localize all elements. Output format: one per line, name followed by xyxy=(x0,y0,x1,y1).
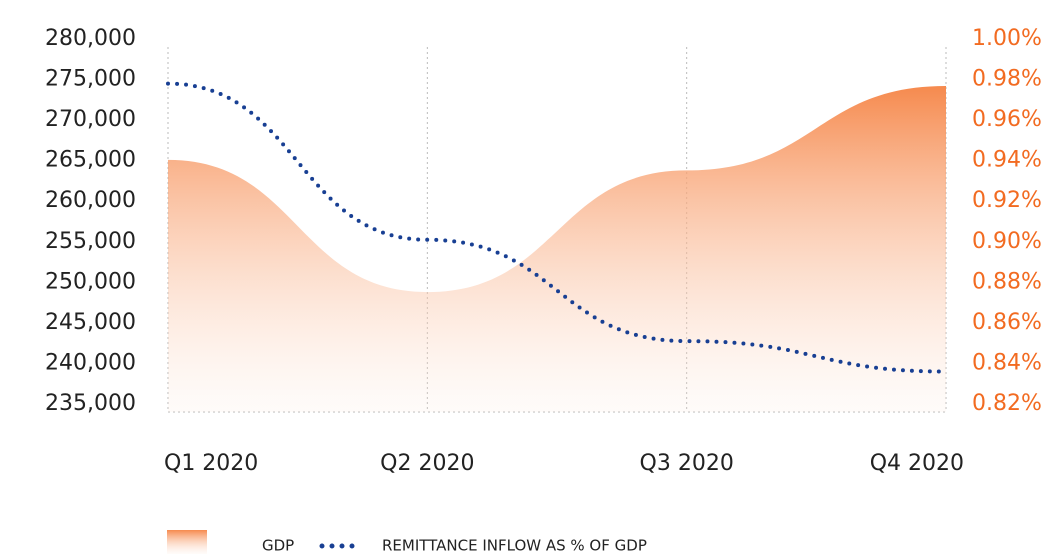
y2-tick-label: 0.90% xyxy=(972,229,1042,254)
remittance-line xyxy=(166,81,948,374)
gdp-area xyxy=(168,86,946,413)
y2-tick-label: 0.84% xyxy=(972,350,1042,375)
y2-tick-label: 0.88% xyxy=(972,269,1042,294)
y2-tick-label: 0.94% xyxy=(972,148,1042,173)
y-tick-label: 265,000 xyxy=(45,148,136,173)
x-tick-label: Q3 2020 xyxy=(640,451,734,476)
x-tick-label: Q4 2020 xyxy=(870,451,964,476)
y2-tick-label: 0.86% xyxy=(972,310,1042,335)
y2-tick-label: 1.00% xyxy=(972,26,1042,51)
y-tick-label: 235,000 xyxy=(45,391,136,416)
y2-tick-label: 0.92% xyxy=(972,188,1042,213)
y-tick-label: 275,000 xyxy=(45,67,136,92)
legend-label: REMITTANCE INFLOW AS % OF GDP xyxy=(382,537,647,554)
x-tick-label: Q1 2020 xyxy=(164,451,258,476)
y-tick-label: 270,000 xyxy=(45,107,136,132)
y-tick-label: 260,000 xyxy=(45,188,136,213)
y-tick-label: 240,000 xyxy=(45,350,136,375)
legend-label: GDP xyxy=(262,537,294,554)
legend-swatch xyxy=(167,530,207,554)
y-tick-label: 255,000 xyxy=(45,229,136,254)
y2-tick-label: 0.96% xyxy=(972,107,1042,132)
y2-tick-label: 0.98% xyxy=(972,67,1042,92)
x-tick-label: Q2 2020 xyxy=(380,451,474,476)
y2-tick-label: 0.82% xyxy=(972,391,1042,416)
y-tick-label: 250,000 xyxy=(45,269,136,294)
y-tick-label: 245,000 xyxy=(45,310,136,335)
y-tick-label: 280,000 xyxy=(45,26,136,51)
